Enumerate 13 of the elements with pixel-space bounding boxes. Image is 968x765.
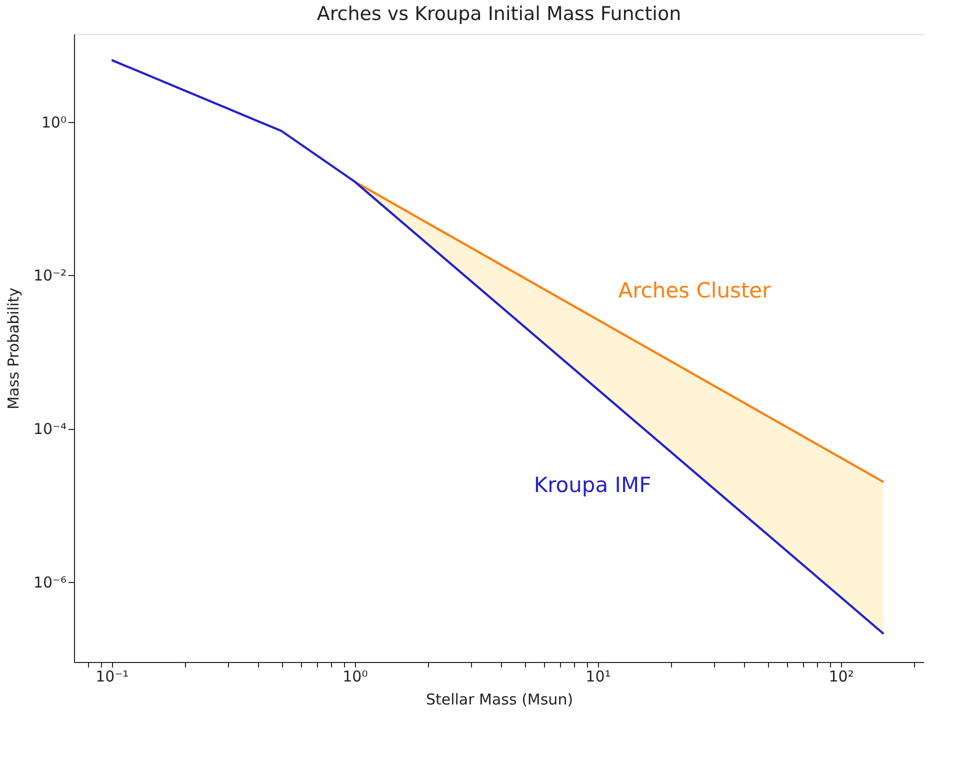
y-tick-label: 10⁻⁶: [33, 573, 66, 592]
x-tick-label: 10²: [828, 668, 854, 686]
y-axis-title: Mass Probability: [4, 287, 22, 410]
y-tick-label: 10⁻⁴: [33, 420, 66, 438]
x-tick-label: 10⁻¹: [96, 668, 129, 686]
x-tick-label: 10¹: [586, 668, 611, 686]
y-tick-label: 10⁰: [41, 113, 66, 132]
y-tick-label: 10⁻²: [33, 266, 66, 285]
series-label: Kroupa IMF: [534, 473, 652, 498]
x-axis-title: Stellar Mass (Msun): [426, 690, 574, 708]
chart-title: Arches vs Kroupa Initial Mass Function: [316, 3, 682, 25]
x-tick-label: 10⁰: [342, 668, 368, 686]
series-label: Arches Cluster: [618, 278, 772, 302]
